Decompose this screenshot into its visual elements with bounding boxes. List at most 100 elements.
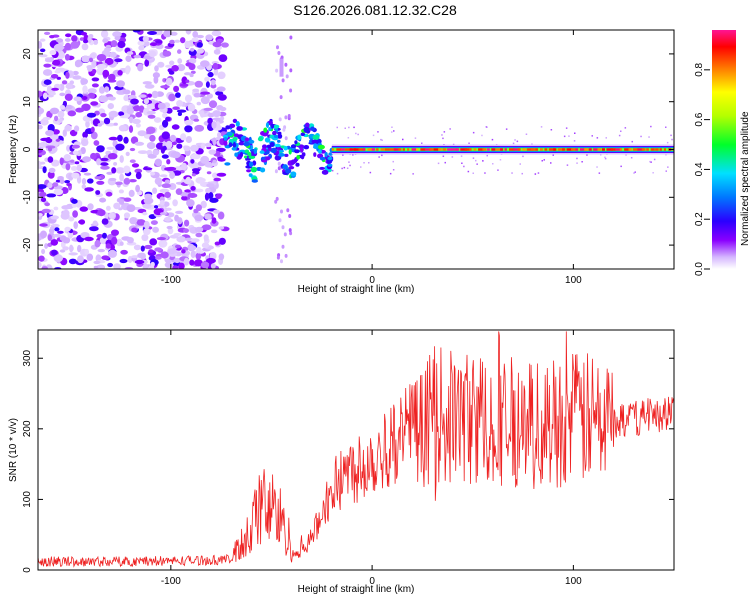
noise-blob [170, 31, 178, 36]
noise-blob [213, 49, 221, 55]
noise-blob [118, 189, 124, 194]
noise-blob [149, 134, 156, 142]
noise-blob [193, 92, 201, 98]
noise-blob [194, 124, 205, 132]
transition-blob [232, 136, 238, 141]
noise-blob [141, 234, 149, 242]
noise-blob [131, 227, 138, 233]
noise-blob [143, 197, 154, 205]
noise-blob [196, 42, 203, 48]
noise-blob [81, 55, 91, 63]
noise-blob [91, 77, 100, 82]
carrier-speckle [550, 129, 553, 131]
noise-blob [154, 247, 163, 252]
noise-blob [147, 31, 157, 35]
noise-blob [59, 249, 66, 253]
noise-blob [171, 124, 180, 130]
transition-blob [284, 153, 289, 157]
noise-blob [64, 38, 71, 42]
noise-blob [96, 158, 102, 166]
carrier-core [659, 148, 662, 151]
noise-blob [138, 45, 145, 51]
carrier-speckle [665, 170, 667, 172]
noise-blob [137, 40, 145, 46]
carrier-core [553, 148, 557, 151]
transition-blob [313, 152, 317, 157]
noise-blob [42, 116, 51, 121]
noise-blob [210, 263, 216, 269]
noise-blob [204, 142, 213, 148]
noise-blob [39, 38, 46, 42]
noise-blob [192, 31, 199, 38]
noise-blob [152, 187, 158, 194]
noise-blob [207, 117, 213, 125]
x-tick-label: 0 [369, 576, 375, 587]
noise-blob [179, 83, 189, 87]
transition-blob [300, 147, 304, 153]
noise-blob [135, 184, 141, 193]
carrier-speckle [391, 131, 393, 133]
transition-blob [297, 134, 302, 141]
noise-blob [189, 259, 195, 266]
noise-blob [200, 60, 210, 68]
noise-blob [47, 156, 54, 163]
noise-blob [50, 226, 55, 230]
carrier-speckle [442, 155, 445, 157]
noise-blob [200, 142, 206, 150]
noise-blob [42, 166, 47, 174]
noise-blob [153, 75, 159, 84]
carrier-speckle [598, 172, 601, 174]
transition-blob [319, 156, 326, 161]
noise-blob [82, 156, 91, 163]
transition-blob [305, 122, 310, 128]
y-tick-label: 0 [22, 567, 33, 573]
carrier-speckle [565, 127, 568, 129]
noise-blob [143, 98, 149, 105]
carrier-speckle [633, 172, 635, 174]
noise-blob [195, 252, 202, 260]
carrier-speckle [441, 134, 443, 136]
noise-blob [284, 62, 288, 67]
carrier-speckle [649, 160, 651, 163]
noise-blob [96, 145, 105, 153]
carrier-core [491, 148, 496, 151]
chart-title: S126.2026.081.12.32.C28 [293, 2, 457, 18]
noise-blob [180, 37, 186, 44]
carrier-core [606, 148, 613, 151]
carrier-speckle [377, 131, 379, 133]
transition-blob [244, 149, 250, 154]
noise-blob [203, 234, 209, 242]
noise-blob [213, 68, 219, 76]
noise-blob [181, 195, 188, 201]
noise-blob [98, 61, 103, 65]
transition-blob [251, 179, 258, 183]
carrier-speckle [486, 154, 488, 157]
noise-blob [65, 163, 71, 171]
carrier-core [655, 148, 659, 151]
carrier-core [393, 148, 400, 151]
noise-blob [65, 104, 73, 110]
noise-blob [105, 44, 112, 48]
noise-blob [103, 117, 111, 125]
carrier-speckle [381, 154, 383, 157]
noise-blob [167, 227, 174, 235]
carrier-core [473, 148, 477, 151]
noise-blob [274, 169, 278, 174]
carrier-speckle [543, 159, 545, 161]
noise-blob [83, 172, 92, 176]
noise-blob [65, 71, 70, 79]
noise-blob [190, 47, 195, 52]
carrier-core [464, 148, 471, 151]
noise-blob [181, 162, 188, 171]
noise-blob [180, 133, 187, 141]
noise-blob [147, 114, 156, 119]
carrier-speckle [467, 170, 470, 173]
noise-blob [93, 140, 100, 146]
carrier-speckle [604, 157, 607, 160]
carrier-speckle [666, 141, 669, 144]
carrier-speckle [581, 161, 583, 163]
carrier-speckle [475, 159, 477, 162]
noise-blob [277, 51, 281, 55]
transition-blob [275, 143, 281, 148]
carrier-core [429, 148, 435, 151]
